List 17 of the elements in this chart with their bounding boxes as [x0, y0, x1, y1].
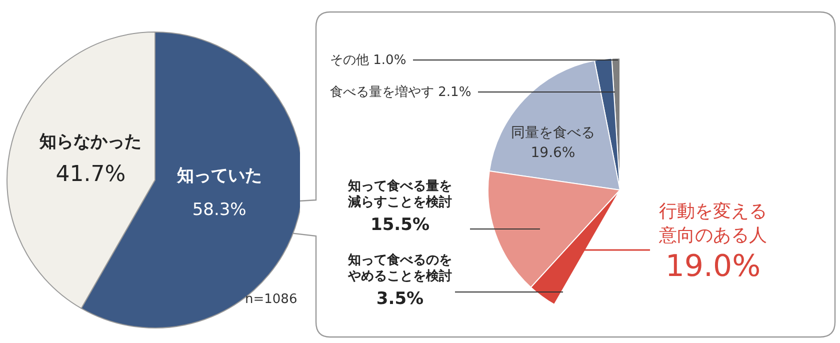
slice-label: 知らなかった — [38, 132, 142, 152]
slice-label: 食べる量を増やす — [330, 85, 434, 100]
data-label: 58.3% — [192, 200, 246, 220]
slice-label: 知って食べるのをやめることを検討 — [347, 253, 452, 284]
slice-label: 知って食べる量を減らすことを検討 — [347, 179, 452, 210]
slice-label: 同量を食べる — [511, 125, 595, 141]
data-label: 1.0% — [373, 53, 406, 68]
text: 行動を変える意向のある人 — [658, 200, 768, 248]
slice-label: 知っていた — [176, 166, 262, 186]
text: 19.0% — [664, 248, 762, 286]
slice-label: その他 — [330, 53, 369, 68]
data-label: 41.7% — [56, 162, 126, 187]
data-label: 2.1% — [438, 85, 472, 100]
data-label: 3.5% — [376, 289, 424, 309]
data-label: 19.6% — [530, 145, 576, 161]
text: n=1086 — [245, 292, 298, 307]
data-label: 15.5% — [370, 215, 430, 235]
